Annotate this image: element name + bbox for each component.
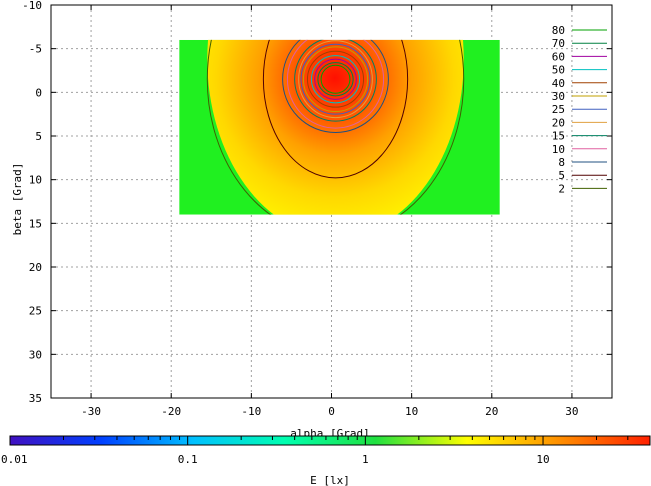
- contour-2: [206, 39, 465, 215]
- colorbar-tick-label: 10: [536, 453, 549, 466]
- y-tick-label: 5: [35, 130, 42, 143]
- colorbar: [9, 435, 651, 446]
- y-tick-label: 10: [29, 174, 42, 187]
- legend-label: 50: [552, 64, 565, 77]
- legend-label: 30: [552, 90, 565, 103]
- colorbar-tick-label: 0.1: [178, 453, 198, 466]
- contour-10: [286, 39, 385, 129]
- data-region: [179, 39, 500, 215]
- legend-label: 2: [558, 182, 565, 195]
- legend-label: 15: [552, 130, 565, 143]
- y-tick-label: 35: [29, 392, 42, 405]
- colorbar-tick-label: 1: [362, 453, 369, 466]
- contour-60: [314, 58, 357, 100]
- contour-50: [310, 55, 361, 104]
- x-tick-label: 10: [405, 405, 418, 418]
- y-tick-label: -10: [22, 0, 42, 12]
- legend-label: 80: [552, 24, 565, 37]
- y-tick-label: 30: [29, 348, 42, 361]
- colorbar-ticks: 0.01 0.1 1 10: [1, 436, 651, 466]
- legend-label: 20: [552, 116, 565, 129]
- contour-80: [320, 64, 351, 94]
- legend-label: 5: [558, 169, 565, 182]
- legend-label: 8: [558, 156, 565, 169]
- x-tick-label: -10: [241, 405, 261, 418]
- x-tick-label: 0: [328, 405, 335, 418]
- y-tick-label: 15: [29, 217, 42, 230]
- x-tick-label: 20: [485, 405, 498, 418]
- legend-label: 60: [552, 50, 565, 63]
- axis-ticks: [51, 4, 612, 399]
- contour-15: [294, 39, 377, 122]
- contour-25: [300, 43, 371, 115]
- contour-70: [317, 62, 354, 97]
- y-tick-label: 25: [29, 305, 42, 318]
- contour-8: [282, 39, 389, 133]
- x-tick-label: 30: [565, 405, 578, 418]
- contour-5: [262, 39, 409, 179]
- y-tick-labels: -10 -5 0 5 10 15 20 25 30 35: [22, 0, 42, 405]
- colorbar-tick-label: 0.01: [1, 453, 28, 466]
- y-tick-label: 20: [29, 261, 42, 274]
- y-tick-label: 0: [35, 86, 42, 99]
- colorbar-label: E [lx]: [310, 474, 350, 486]
- legend-label: 10: [552, 143, 565, 156]
- x-tick-labels: -30 -20 -10 0 10 20 30: [81, 405, 578, 418]
- legend-label: 25: [552, 103, 565, 116]
- x-tick-label: -30: [81, 405, 101, 418]
- contour-20: [298, 40, 373, 119]
- contour-40: [306, 50, 365, 108]
- legend-label: 40: [552, 77, 565, 90]
- y-tick-label: -5: [29, 43, 42, 56]
- contour-lines: [206, 39, 465, 215]
- y-axis-label: beta [Grad]: [11, 163, 24, 236]
- x-tick-label: -20: [161, 405, 181, 418]
- legend-label: 70: [552, 37, 565, 50]
- contour-30: [302, 46, 369, 113]
- heat-field: [207, 39, 464, 215]
